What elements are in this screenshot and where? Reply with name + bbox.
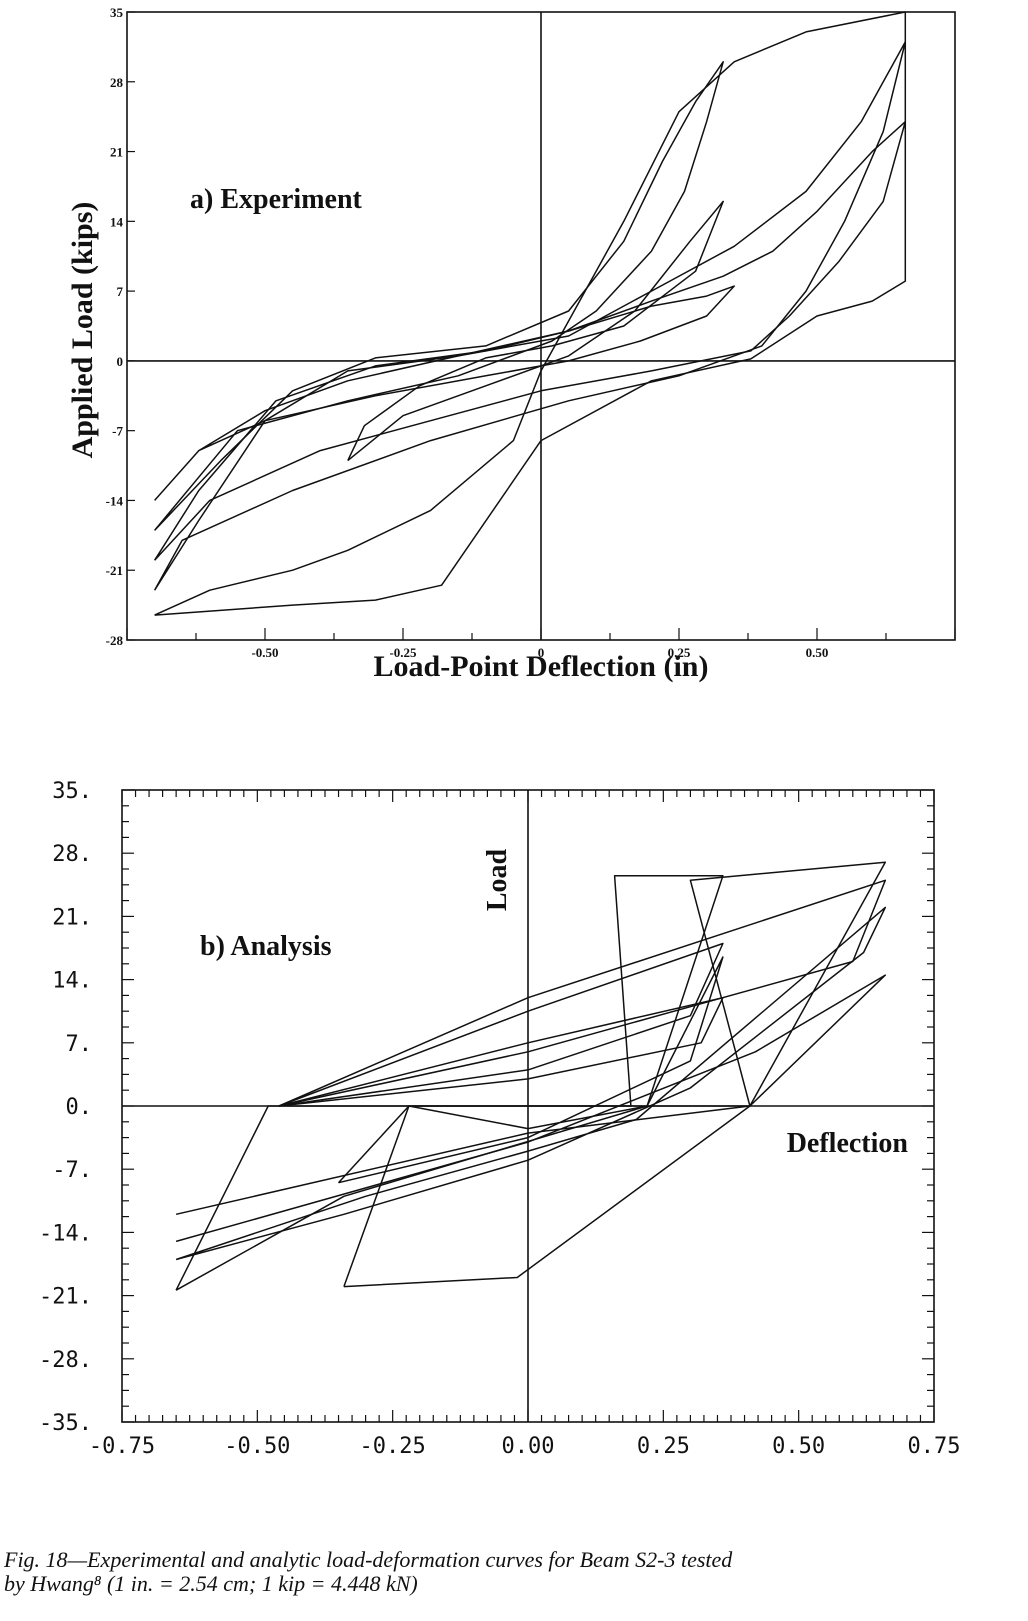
analysis-hysteresis-loop-8: [337, 956, 724, 1184]
experiment-annotation: a) Experiment: [190, 184, 363, 215]
experiment-chart: -0.50 -0.25 0 0.25 0.50 35 28 21 14 7 0 -7 -14 -21 -28…: [66, 5, 956, 683]
analysis-y-tick-label: 7.: [66, 1032, 93, 1057]
analysis-x-tick-label: 0.00: [502, 1434, 555, 1459]
analysis-annotation: b) Analysis: [200, 931, 332, 962]
analysis-x-tick-label: 0.50: [772, 1434, 825, 1459]
experiment-x-tick-label: 0: [538, 645, 545, 660]
experiment-y-tick-label: 21: [110, 145, 123, 160]
experiment-y-tick-label: 7: [117, 284, 124, 299]
analysis-y-axis-label: Load: [482, 848, 513, 911]
experiment-hysteresis-loop-5: [153, 41, 907, 591]
experiment-y-tick-label: -7: [112, 424, 123, 439]
analysis-y-tick-label: 28.: [52, 842, 92, 867]
analysis-x-tick-label: -0.25: [360, 1434, 426, 1459]
analysis-curves: [175, 861, 887, 1291]
analysis-x-tick-label: 0.75: [908, 1434, 961, 1459]
experiment-y-axis-label: Applied Load (kips): [66, 202, 99, 459]
analysis-hysteresis-loop-3: [278, 942, 724, 1107]
analysis-hysteresis-loop-6: [175, 974, 887, 1243]
analysis-hysteresis-loop-5: [278, 996, 724, 1107]
analysis-y-tick-label: 0.: [66, 1095, 93, 1120]
experiment-y-tick-label: 35: [110, 5, 124, 20]
experiment-y-tick-label: 14: [110, 214, 124, 229]
analysis-y-tick-label: 21.: [52, 905, 92, 930]
experiment-ticks: -0.50 -0.25 0 0.25 0.50 35 28 21 14 7 0 -7 -14 -21 -28: [106, 5, 956, 660]
analysis-y-tick-label: -7.: [52, 1158, 92, 1183]
analysis-hysteresis-loop-7: [175, 906, 887, 1261]
experiment-x-tick-label: -0.50: [251, 645, 278, 660]
experiment-curves: [153, 11, 907, 616]
experiment-y-tick-label: 0: [117, 354, 124, 369]
experiment-hysteresis-loop-6: [154, 11, 907, 616]
analysis-y-tick-label: 14.: [52, 969, 92, 994]
experiment-y-tick-label: -14: [106, 493, 124, 508]
analysis-chart: -0.75 -0.50 -0.25 0.00 0.25 0.50 0.75 35. 28. 21.…: [39, 779, 960, 1459]
experiment-y-tick-label: 28: [110, 75, 124, 90]
analysis-hysteresis-loop-1: [175, 875, 724, 1291]
analysis-y-tick-label: -21.: [39, 1285, 92, 1310]
analysis-y-tick-label: 35.: [52, 779, 92, 804]
analysis-y-tick-label: -14.: [39, 1221, 92, 1246]
experiment-y-tick-label: -28: [106, 633, 124, 648]
experiment-x-axis-label: Load-Point Deflection (in): [374, 650, 709, 683]
experiment-y-tick-label: -21: [106, 563, 123, 578]
analysis-x-tick-label: 0.25: [637, 1434, 690, 1459]
experiment-hysteresis-loop-4: [153, 120, 907, 561]
analysis-x-tick-label: -0.50: [224, 1434, 290, 1459]
figure-caption: Fig. 18—Experimental and analytic load-d…: [4, 1547, 733, 1596]
analysis-x-axis-label: Deflection: [787, 1128, 909, 1159]
analysis-x-tick-label: -0.75: [89, 1434, 155, 1459]
experiment-hysteresis-loop-3: [154, 61, 724, 531]
experiment-x-tick-label: -0.25: [389, 645, 417, 660]
analysis-y-tick-label: -35.: [39, 1411, 92, 1436]
experiment-hysteresis-loop-2: [154, 285, 735, 501]
analysis-ticks: -0.75 -0.50 -0.25 0.00 0.25 0.50 0.75 35. 28. 21.…: [39, 779, 960, 1459]
experiment-hysteresis-loop-1: [347, 200, 724, 462]
experiment-x-tick-label: 0.25: [668, 645, 691, 660]
analysis-hysteresis-loop-2: [343, 861, 887, 1288]
experiment-x-tick-label: 0.50: [806, 645, 829, 660]
analysis-y-tick-label: -28.: [39, 1348, 92, 1373]
